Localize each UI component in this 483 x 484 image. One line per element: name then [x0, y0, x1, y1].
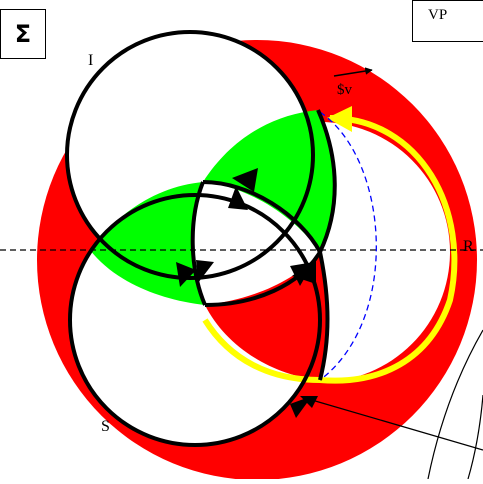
sigma-box: Σ: [0, 9, 46, 59]
label-i: I: [88, 52, 94, 69]
pointer-arrowhead: [300, 396, 318, 408]
label-sv: $v: [337, 82, 352, 98]
green-lens-upper: [203, 110, 335, 252]
inner-curve-left: [190, 181, 207, 306]
yellow-arrowhead: [327, 106, 352, 132]
label-r: R: [463, 238, 474, 255]
vp-box: VP: [412, 0, 483, 42]
pointer-line: [304, 397, 483, 451]
arrowhead-3: [176, 262, 196, 287]
red-lens-lower: [205, 252, 328, 380]
circle-s-outline: [68, 193, 322, 447]
arrowhead-6: [292, 258, 316, 284]
arrowhead-1: [232, 168, 258, 192]
label-s: S: [101, 418, 110, 435]
lens-lower-right-edge: [318, 251, 330, 381]
vp-label: VP: [428, 7, 448, 23]
yellow-arc: [202, 115, 458, 384]
sigma-label: Σ: [14, 20, 32, 48]
circle-i-outline: [65, 30, 315, 280]
outer-arc-1: [427, 329, 483, 480]
green-lens-left: [90, 182, 205, 305]
lens-upper-right-edge: [316, 109, 337, 253]
inner-curve-top: [202, 180, 322, 253]
outer-arc-2: [467, 394, 483, 480]
arrowhead-2: [228, 186, 248, 210]
vector-arrow: [333, 67, 373, 77]
blue-dashed-arc: [319, 111, 377, 381]
arrowhead-4: [196, 260, 214, 283]
